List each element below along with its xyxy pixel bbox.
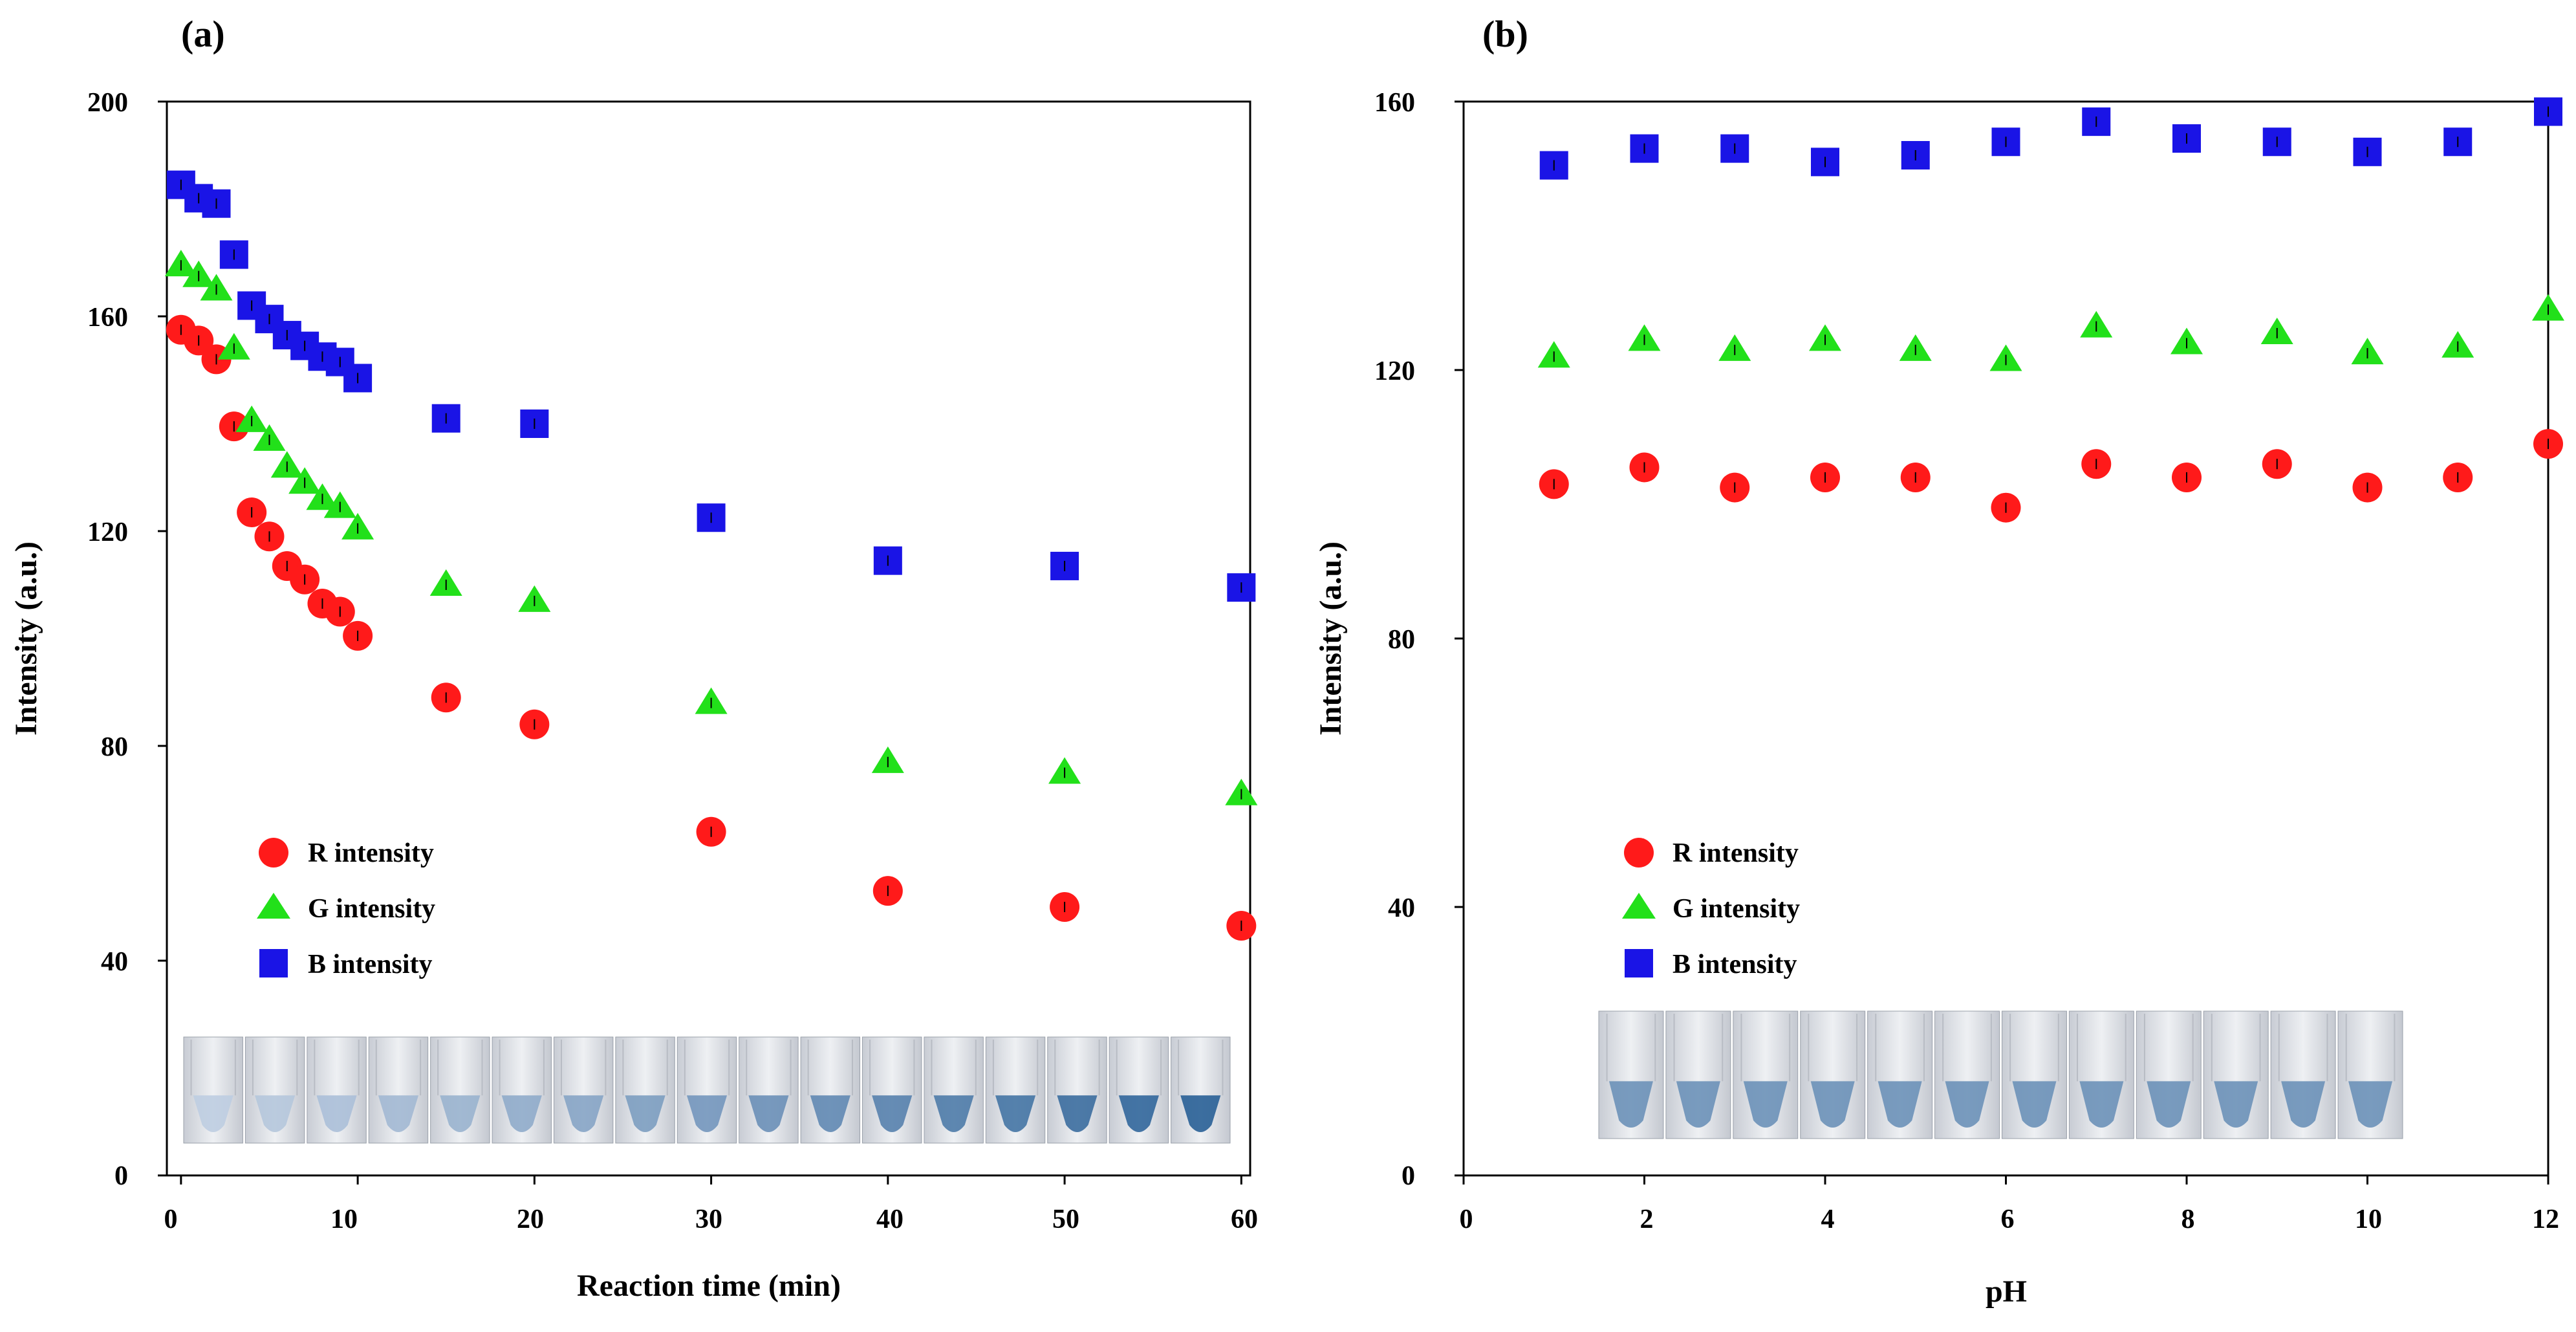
panel-b-x-tick-label: 4: [1821, 1205, 1835, 1234]
tube-photo: [2136, 1010, 2202, 1139]
panel-a-legend: R intensity G intensity B intensity: [257, 838, 435, 979]
tube-photo: [615, 1036, 675, 1144]
panel-b-y-tick-label: 0: [1402, 1161, 1415, 1191]
tube-photo: [1047, 1036, 1107, 1144]
panel-a-axis-ticks: [158, 100, 1242, 1185]
legend-g-label: G intensity: [1672, 894, 1800, 924]
panel-b-data-marks: [1537, 97, 2564, 523]
panel-b-x-tick-label: 6: [2001, 1205, 2015, 1234]
panel-a-x-axis-title: Reaction time (min): [577, 1269, 841, 1303]
legend-r-marker: [1624, 838, 1654, 868]
panel-b-x-axis-title: pH: [1986, 1274, 2027, 1309]
tube-photo: [183, 1036, 243, 1144]
legend-r-label: R intensity: [1672, 838, 1799, 868]
panel-b-label: (b): [1482, 13, 1528, 55]
panel-a-y-tick-label: 0: [114, 1161, 128, 1191]
legend-g-marker: [1622, 893, 1656, 919]
panel-a-y-tick-label: 200: [87, 88, 128, 118]
tube-photo: [862, 1036, 922, 1144]
panel-b-tube-photo-strip: [1598, 1010, 2403, 1139]
legend-b-label: B intensity: [1672, 950, 1797, 979]
tube-photo: [1733, 1010, 1799, 1139]
tube-photo: [307, 1036, 367, 1144]
tube-photo: [739, 1036, 799, 1144]
panel-a: (a) 0 40 80 120 160 200 0 10 20 30 40 50…: [9, 13, 1258, 1303]
tube-photo: [2270, 1010, 2336, 1139]
legend-g-marker: [257, 893, 290, 919]
tube-photo: [800, 1036, 861, 1144]
panel-a-x-tick-label: 0: [164, 1205, 178, 1234]
panel-b-x-tick-label: 10: [2355, 1205, 2382, 1234]
panel-b-y-tick-label: 40: [1388, 893, 1415, 923]
tube-photo: [1934, 1010, 2000, 1139]
tube-photo: [1598, 1010, 1664, 1139]
panel-a-plot-frame: [166, 100, 1251, 1177]
panel-b-x-tick-label: 0: [1460, 1205, 1473, 1234]
panel-b-y-tick-label: 80: [1388, 625, 1415, 655]
legend-b-marker: [1625, 949, 1653, 977]
tube-photo: [1867, 1010, 1933, 1139]
panel-a-y-tick-label: 80: [101, 732, 128, 762]
tube-photo: [1665, 1010, 1731, 1139]
legend-b-marker: [259, 949, 288, 977]
panel-a-x-tick-label: 10: [330, 1205, 358, 1234]
panel-a-x-tick-label: 40: [876, 1205, 904, 1234]
tube-photo: [244, 1036, 305, 1144]
tube-photo: [1171, 1036, 1231, 1144]
panel-b-x-tick-label: 8: [2181, 1205, 2195, 1234]
panel-b: (b) 0 40 80 120 160 0 2 4 6 8 10 12 pH I…: [1314, 13, 2564, 1309]
panel-b-y-tick-label: 120: [1374, 356, 1415, 386]
panel-b-axis-ticks: [1455, 100, 2549, 1185]
panel-a-x-tick-label: 50: [1052, 1205, 1079, 1234]
legend-g-label: G intensity: [308, 894, 435, 924]
tube-photo: [676, 1036, 737, 1144]
panel-b-x-tick-label: 2: [1640, 1205, 1654, 1234]
panel-a-data-marks: [164, 170, 1258, 941]
tube-photo: [2203, 1010, 2269, 1139]
panel-a-label: (a): [181, 13, 225, 55]
legend-b-label: B intensity: [308, 950, 433, 979]
tube-photo: [985, 1036, 1046, 1144]
panel-b-x-tick-label: 12: [2532, 1205, 2559, 1234]
panel-a-y-tick-label: 120: [87, 518, 128, 547]
panel-a-y-axis-title: Intensity (a.u.): [9, 541, 43, 736]
tube-photo: [1800, 1010, 1866, 1139]
tube-photo: [924, 1036, 984, 1144]
tube-photo: [2068, 1010, 2134, 1139]
tube-photo: [368, 1036, 429, 1144]
panel-b-legend: R intensity G intensity B intensity: [1622, 838, 1800, 979]
tube-photo: [2002, 1010, 2067, 1139]
tube-photo: [2337, 1010, 2403, 1139]
panel-a-y-tick-label: 40: [101, 947, 128, 977]
tube-photo: [553, 1036, 614, 1144]
panel-a-tube-photo-strip: [183, 1036, 1231, 1144]
tube-photo: [430, 1036, 490, 1144]
panel-a-x-tick-label: 30: [695, 1205, 722, 1234]
legend-r-label: R intensity: [308, 838, 434, 868]
tube-photo: [492, 1036, 552, 1144]
panel-b-y-tick-label: 160: [1374, 88, 1415, 118]
panel-a-x-tick-label: 60: [1231, 1205, 1258, 1234]
panel-a-x-tick-label: 20: [517, 1205, 544, 1234]
tube-photo: [1109, 1036, 1169, 1144]
legend-r-marker: [259, 838, 288, 868]
panel-a-y-tick-label: 160: [87, 303, 128, 333]
panel-b-y-axis-title: Intensity (a.u.): [1314, 541, 1348, 736]
